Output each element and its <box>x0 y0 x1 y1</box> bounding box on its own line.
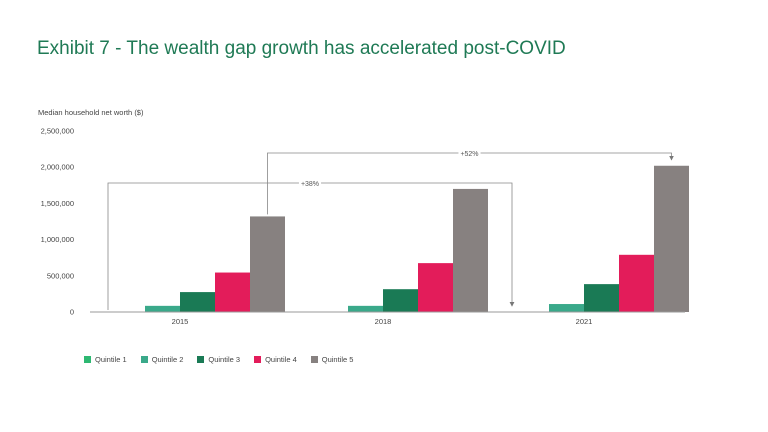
bar-quintile-2-2018 <box>348 305 383 312</box>
x-tick-label: 2015 <box>172 317 189 326</box>
legend-swatch <box>84 356 91 363</box>
bar-quintile-4-2018 <box>418 263 453 312</box>
bar-quintile-5-2018 <box>453 188 488 312</box>
legend-item-quintile-5: Quintile 5 <box>310 355 354 364</box>
annotation-label-38: +38% <box>301 181 319 188</box>
annotation-label-bg <box>298 180 322 189</box>
legend-label: Quintile 5 <box>321 355 354 364</box>
legend-item-quintile-3: Quintile 3 <box>197 355 240 364</box>
y-tick-label: 2,000,000 <box>41 163 74 172</box>
y-tick-label: 500,000 <box>47 271 74 280</box>
y-axis-label: Median household net worth ($) <box>38 108 144 117</box>
bar-quintile-3-2021 <box>584 284 619 312</box>
legend-item-quintile-4: Quintile 4 <box>254 355 297 364</box>
y-axis-ticks: 0 500,000 1,000,000 1,500,000 2,000,000 2,500… <box>41 127 74 317</box>
legend-item-quintile-1: Quintile 1 <box>84 355 127 364</box>
legend-swatch <box>140 356 148 363</box>
bar-quintile-5-2015 <box>250 216 285 312</box>
y-tick-label: 0 <box>70 308 74 317</box>
x-tick-label: 2021 <box>576 317 593 326</box>
legend-swatch <box>310 356 318 363</box>
bar-quintile-4-2015 <box>215 272 250 312</box>
bars <box>145 165 689 312</box>
legend-swatch <box>254 356 262 363</box>
y-tick-label: 1,500,000 <box>41 199 74 208</box>
bar-quintile-5-2021 <box>654 165 689 312</box>
legend-swatch <box>197 356 205 363</box>
legend-item-quintile-2: Quintile 2 <box>140 355 184 364</box>
x-axis-ticks: 2015 2018 2021 <box>172 317 593 326</box>
annotation-label-52: +52% <box>460 151 478 158</box>
bar-quintile-2-2015 <box>145 305 180 312</box>
bar-quintile-3-2015 <box>180 292 215 312</box>
legend: Quintile 1 Quintile 2 Quintile 3 Quintile 4… <box>84 355 353 364</box>
legend-label: Quintile 1 <box>95 355 127 364</box>
legend-label: Quintile 3 <box>208 355 241 364</box>
x-tick-label: 2018 <box>375 317 392 326</box>
bar-quintile-3-2018 <box>383 289 418 312</box>
chart-title: Exhibit 7 - The wealth gap growth has ac… <box>37 38 566 59</box>
bar-quintile-4-2021 <box>619 254 654 312</box>
annotation-label-bg <box>458 150 481 159</box>
y-tick-label: 2,500,000 <box>41 127 74 136</box>
annotations: +38% +52% <box>107 150 674 310</box>
bar-quintile-2-2021 <box>549 304 584 312</box>
legend-label: Quintile 4 <box>265 355 297 364</box>
y-tick-label: 1,000,000 <box>41 235 74 244</box>
legend-label: Quintile 2 <box>151 355 184 364</box>
